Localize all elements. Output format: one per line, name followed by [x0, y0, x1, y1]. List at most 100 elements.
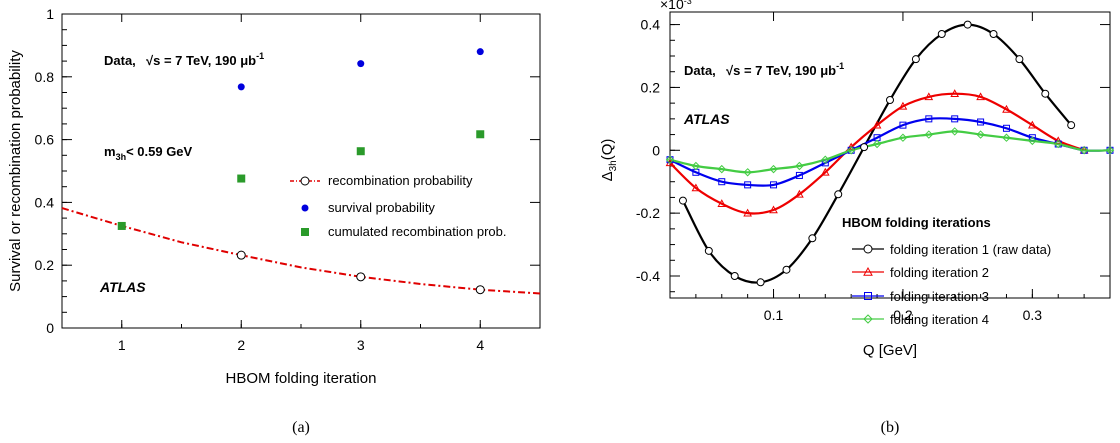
chart-b-point-3-5 — [795, 161, 804, 171]
chart-a-legend: recombination probability survival probab… — [290, 173, 507, 239]
chart-b-legend-label-1: folding iteration 2 — [890, 265, 989, 280]
chart-b-energy-label: √s = 7 TeV, 190 μb-1 — [726, 61, 844, 78]
chart-b-point-0-3 — [756, 278, 765, 287]
chart-b-point-3-6 — [821, 155, 830, 164]
chart-a-ytick-label: 0 — [46, 320, 54, 336]
chart-b-point-3-17 — [1105, 146, 1115, 155]
chart-b-xtick-label: 0.3 — [1023, 307, 1043, 323]
chart-a-xlabel: HBOM folding iteration — [226, 370, 377, 387]
chart-b-point-3-10 — [924, 130, 934, 139]
chart-b-point-3-7 — [846, 146, 856, 155]
chart-b-point-0-5 — [808, 234, 817, 243]
chart-b: 0.1 0.2 0.3 -0.4 -0.2 0 0.2 0.4 Data, √s = 7 Te… — [599, 0, 1115, 436]
chart-b-xtick-label: 0.2 — [893, 307, 913, 323]
chart-b-point-1-9 — [898, 101, 908, 110]
chart-b-ytick-label: -0.2 — [636, 205, 660, 221]
chart-a-ytick-label: 0.2 — [35, 257, 55, 273]
chart-b-ylabel: Δ3h(Q) — [599, 139, 619, 182]
chart-b-point-0-4 — [782, 265, 791, 274]
chart-b-point-2-13 — [1002, 124, 1010, 132]
chart-b-frame — [669, 11, 1111, 299]
chart-a-point-0-2 — [475, 285, 485, 295]
chart-b-legend-title: HBOM folding iterations — [842, 215, 991, 230]
chart-b-point-2-10 — [925, 115, 933, 123]
chart-b-point-3-2 — [717, 164, 726, 174]
chart-b-point-1-12 — [976, 92, 985, 101]
chart-b-point-3-8 — [872, 139, 882, 149]
chart-b-point-1-5 — [795, 189, 804, 198]
chart-b-point-3-9 — [898, 133, 908, 142]
chart-b-legend-label-2: folding iteration 3 — [890, 289, 989, 304]
chart-b-legend-marker-2 — [864, 292, 872, 300]
chart-b-point-3-16 — [1079, 146, 1089, 155]
chart-b-legend-marker-0 — [863, 244, 873, 254]
chart-a-legend-marker-1 — [301, 204, 309, 212]
chart-a-xtick-label: 4 — [476, 337, 484, 353]
chart-b-legend-marker-3 — [863, 314, 873, 324]
chart-a-data-label: Data, — [104, 53, 136, 68]
chart-b-point-3-12 — [976, 130, 985, 139]
chart-a-panel-label: (a) — [292, 419, 310, 436]
chart-a-ytick-label: 1 — [46, 6, 54, 22]
chart-b-point-0-2 — [730, 272, 739, 280]
chart-b-point-2-5 — [795, 171, 803, 179]
chart-b-legend-label-3: folding iteration 4 — [890, 312, 989, 327]
chart-a-recombination-fit-curve — [61, 207, 541, 295]
chart-b-point-0-14 — [1041, 89, 1050, 98]
chart-b-point-1-11 — [950, 89, 960, 98]
chart-b-point-1-1 — [691, 183, 701, 192]
chart-a-legend-label-1: survival probability — [328, 200, 435, 215]
chart-b-point-3-4 — [769, 164, 778, 174]
chart-a-energy-label: √s = 7 TeV, 190 μb-1 — [146, 51, 264, 68]
chart-b-point-1-8 — [872, 120, 882, 129]
chart-b-point-2-11 — [951, 115, 959, 123]
chart-b-point-0-12 — [989, 30, 998, 38]
chart-b-point-0-15 — [1067, 121, 1076, 130]
chart-a-xtick-label: 2 — [237, 337, 245, 353]
chart-b-point-0-11 — [963, 20, 972, 29]
chart-b-point-1-3 — [743, 208, 752, 217]
chart-a-point-1-1 — [357, 60, 365, 68]
chart-b-y-scale: ×10-3 — [660, 0, 692, 12]
chart-b-xtick-label: 0.1 — [764, 307, 784, 323]
chart-b-atlas-label: ATLAS — [683, 111, 730, 127]
chart-a-ytick-label: 0.8 — [35, 69, 55, 85]
chart-a-ytick-label: 0.6 — [35, 132, 55, 148]
chart-b-ytick-label: -0.4 — [636, 268, 660, 284]
chart-b-ytick-label: 0.4 — [641, 17, 661, 33]
chart-b-point-0-8 — [886, 96, 894, 104]
chart-b-point-0-6 — [834, 190, 843, 199]
chart-b-legend-marker-1 — [863, 266, 873, 276]
chart-b-point-2-9 — [899, 121, 907, 129]
chart-a-legend-label-2: cumulated recombination prob. — [328, 224, 507, 239]
chart-b-point-3-0 — [665, 155, 675, 164]
chart-b-point-1-4 — [769, 205, 778, 214]
chart-a-point-1-0 — [237, 83, 245, 91]
chart-b-series-line-3 — [669, 130, 1111, 174]
chart-a-point-2-0 — [117, 221, 126, 230]
chart-b-point-0-13 — [1015, 55, 1024, 64]
chart-a-xtick-label: 1 — [118, 337, 126, 353]
chart-b-point-0-1 — [704, 246, 713, 255]
chart-a-point-2-3 — [476, 130, 485, 139]
chart-b-ytick-label: 0.2 — [641, 79, 661, 95]
chart-b-point-1-2 — [717, 199, 727, 208]
chart-a-atlas-label: ATLAS — [99, 279, 146, 295]
chart-b-series-line-1 — [669, 92, 1085, 215]
chart-b-panel-label: (b) — [881, 419, 900, 436]
chart-a-legend-marker-0 — [300, 176, 310, 186]
chart-b-point-3-3 — [743, 168, 752, 177]
chart-b-point-3-15 — [1054, 139, 1063, 149]
chart-b-point-1-10 — [924, 92, 934, 101]
chart-b-point-1-13 — [1002, 104, 1011, 113]
chart-b-point-0-7 — [860, 143, 869, 152]
chart-b-point-0-9 — [911, 55, 920, 64]
chart-b-point-2-4 — [770, 181, 778, 189]
chart-b-point-1-6 — [820, 167, 830, 176]
chart-b-xlabel: Q [GeV] — [863, 342, 917, 359]
chart-b-point-3-14 — [1028, 136, 1037, 146]
chart-b-ytick-label: 0 — [652, 142, 660, 158]
chart-a-xtick-label: 3 — [357, 337, 365, 353]
chart-a-legend-marker-2 — [301, 228, 309, 236]
